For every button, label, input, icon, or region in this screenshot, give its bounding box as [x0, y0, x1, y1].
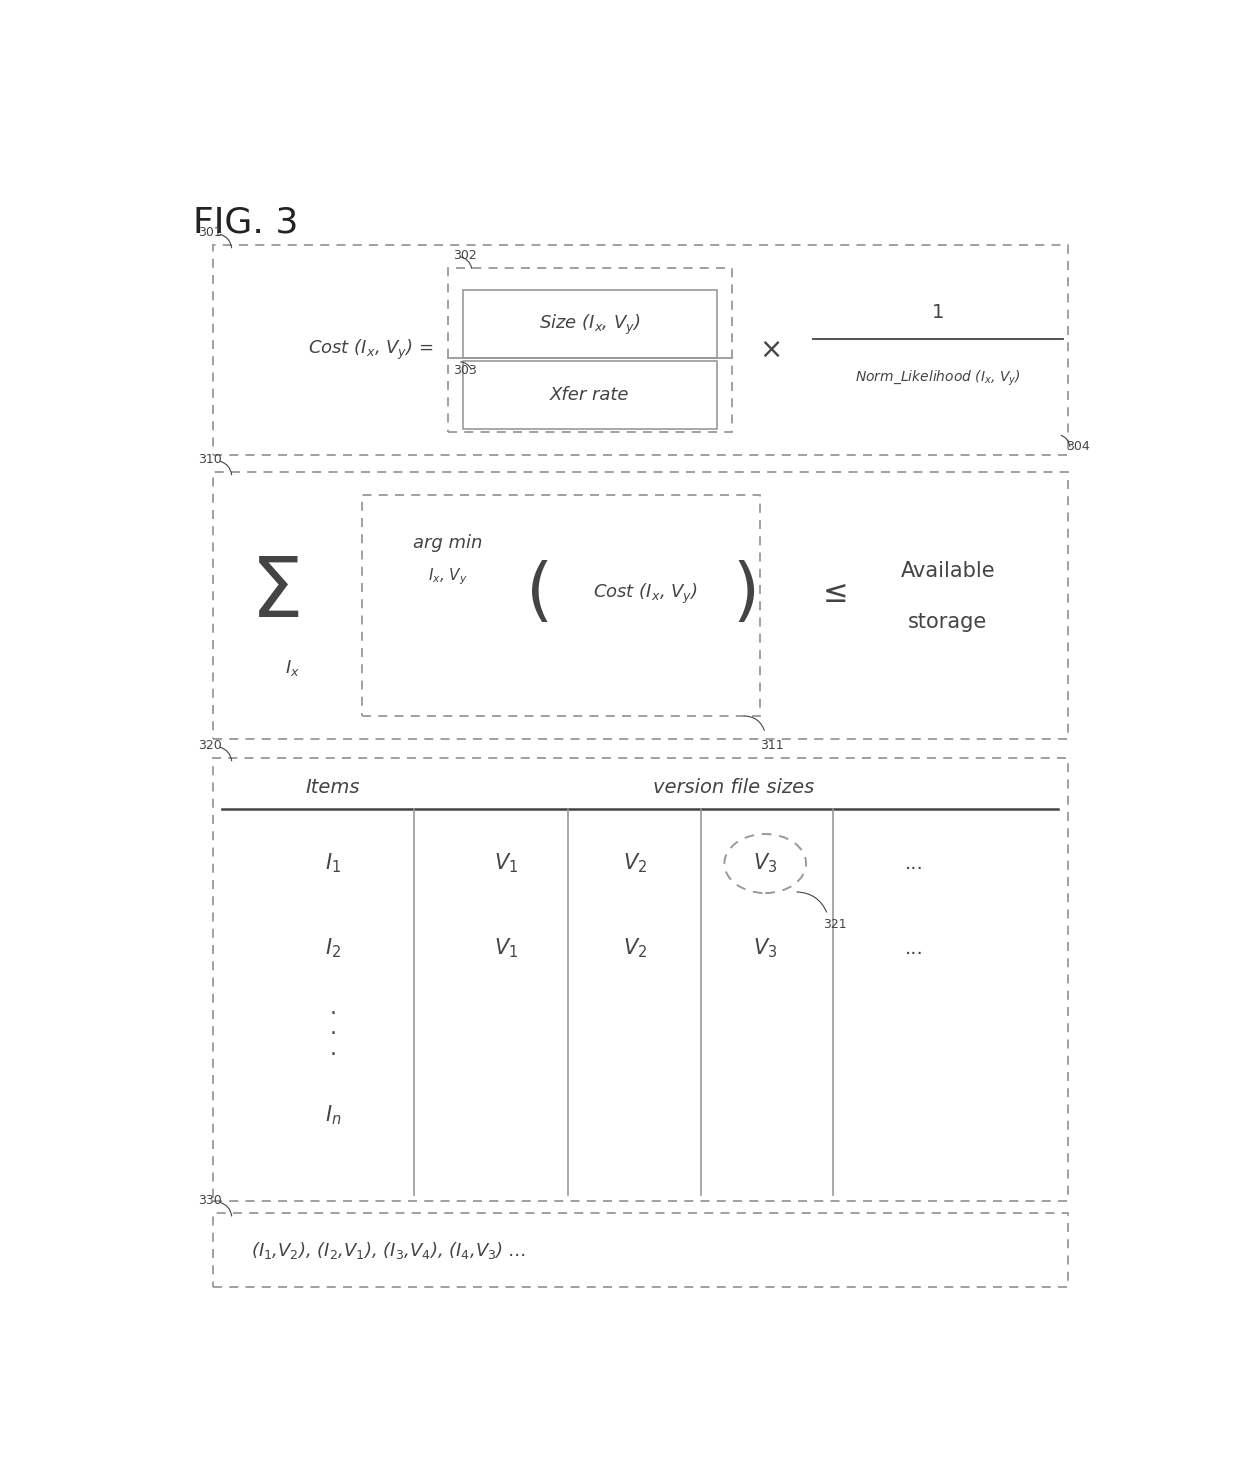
Bar: [362, 495, 760, 716]
Ellipse shape: [724, 834, 806, 893]
Text: $V_1$: $V_1$: [494, 937, 518, 961]
Bar: [213, 245, 1068, 455]
Text: $V_2$: $V_2$: [624, 937, 647, 961]
Bar: [213, 758, 1068, 1201]
Bar: [213, 472, 1068, 738]
Text: .: .: [330, 998, 336, 1017]
Text: 320: 320: [198, 740, 222, 752]
Text: Cost ($I_x$, $V_y$) =: Cost ($I_x$, $V_y$) =: [309, 338, 434, 363]
Text: 321: 321: [823, 918, 847, 932]
Text: (: (: [526, 560, 553, 628]
Text: $I_x$, $V_y$: $I_x$, $V_y$: [428, 566, 467, 587]
Bar: [448, 268, 732, 432]
Text: storage: storage: [908, 612, 987, 632]
Text: $I_1$: $I_1$: [325, 852, 341, 876]
Text: $V_1$: $V_1$: [494, 852, 518, 876]
Text: 311: 311: [760, 738, 784, 752]
Text: $I_n$: $I_n$: [325, 1104, 341, 1128]
Text: $V_3$: $V_3$: [753, 937, 777, 961]
Text: Items: Items: [305, 778, 360, 797]
Text: 302: 302: [453, 249, 476, 262]
Text: Norm_Likelihood ($I_x$, $V_y$): Norm_Likelihood ($I_x$, $V_y$): [856, 368, 1022, 388]
Text: $\leq$: $\leq$: [817, 579, 848, 609]
Text: $I_x$: $I_x$: [285, 657, 300, 678]
Text: ): ): [733, 560, 760, 628]
Text: Available: Available: [900, 562, 996, 581]
Text: 304: 304: [1066, 439, 1090, 453]
Bar: [463, 290, 717, 358]
Text: Xfer rate: Xfer rate: [551, 386, 630, 404]
Text: $I_2$: $I_2$: [325, 937, 341, 961]
Text: ...: ...: [905, 939, 924, 958]
Text: .: .: [330, 1019, 336, 1038]
Text: 330: 330: [198, 1194, 222, 1207]
Text: ($I_1$,$V_2$), ($I_2$,$V_1$), ($I_3$,$V_4$), ($I_4$,$V_3$) ...: ($I_1$,$V_2$), ($I_2$,$V_1$), ($I_3$,$V_…: [250, 1240, 526, 1260]
Bar: [463, 361, 717, 429]
Text: $\Sigma$: $\Sigma$: [250, 553, 300, 634]
Text: $\times$: $\times$: [759, 336, 781, 364]
Text: ...: ...: [905, 853, 924, 873]
Text: 310: 310: [198, 454, 222, 466]
Text: FIG. 3: FIG. 3: [193, 205, 299, 239]
Text: version file sizes: version file sizes: [653, 778, 815, 797]
Text: $V_2$: $V_2$: [624, 852, 647, 876]
Text: 303: 303: [453, 364, 476, 377]
Text: Cost ($I_x$, $V_y$): Cost ($I_x$, $V_y$): [593, 582, 698, 606]
Text: 1: 1: [932, 304, 945, 321]
Text: 301: 301: [198, 227, 222, 239]
Text: .: .: [330, 1039, 336, 1058]
Text: $V_3$: $V_3$: [753, 852, 777, 876]
Text: Size ($I_x$, $V_y$): Size ($I_x$, $V_y$): [539, 312, 641, 336]
Bar: [213, 1213, 1068, 1287]
Text: arg min: arg min: [413, 534, 482, 551]
